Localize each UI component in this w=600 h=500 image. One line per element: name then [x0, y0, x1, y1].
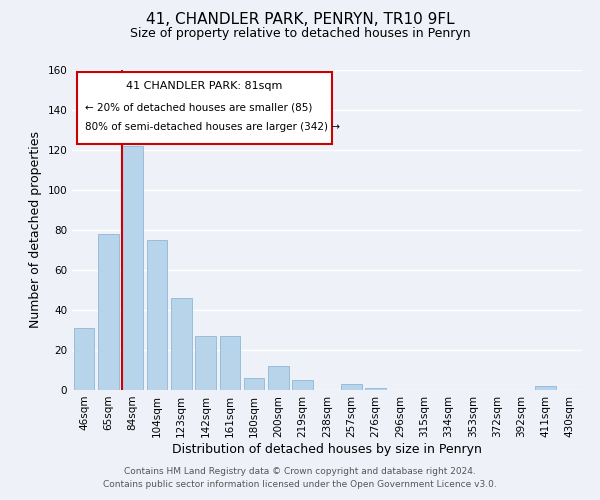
Bar: [195, 336, 216, 390]
Bar: [244, 378, 265, 390]
Bar: [122, 146, 143, 390]
Bar: [535, 386, 556, 390]
Bar: [365, 388, 386, 390]
Text: ← 20% of detached houses are smaller (85): ← 20% of detached houses are smaller (85…: [85, 102, 312, 112]
Text: 41 CHANDLER PARK: 81sqm: 41 CHANDLER PARK: 81sqm: [127, 81, 283, 91]
Text: 80% of semi-detached houses are larger (342) →: 80% of semi-detached houses are larger (…: [85, 122, 340, 132]
Text: Contains public sector information licensed under the Open Government Licence v3: Contains public sector information licen…: [103, 480, 497, 489]
FancyBboxPatch shape: [77, 72, 332, 144]
Y-axis label: Number of detached properties: Number of detached properties: [29, 132, 42, 328]
Bar: [341, 384, 362, 390]
Bar: [268, 366, 289, 390]
Text: Size of property relative to detached houses in Penryn: Size of property relative to detached ho…: [130, 28, 470, 40]
X-axis label: Distribution of detached houses by size in Penryn: Distribution of detached houses by size …: [172, 442, 482, 456]
Text: Contains HM Land Registry data © Crown copyright and database right 2024.: Contains HM Land Registry data © Crown c…: [124, 467, 476, 476]
Bar: [74, 328, 94, 390]
Bar: [98, 234, 119, 390]
Bar: [220, 336, 240, 390]
Bar: [171, 298, 191, 390]
Text: 41, CHANDLER PARK, PENRYN, TR10 9FL: 41, CHANDLER PARK, PENRYN, TR10 9FL: [146, 12, 454, 28]
Bar: [146, 240, 167, 390]
Bar: [292, 380, 313, 390]
